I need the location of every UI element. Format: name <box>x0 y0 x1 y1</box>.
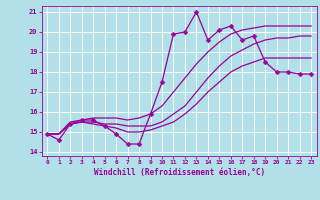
X-axis label: Windchill (Refroidissement éolien,°C): Windchill (Refroidissement éolien,°C) <box>94 168 265 177</box>
